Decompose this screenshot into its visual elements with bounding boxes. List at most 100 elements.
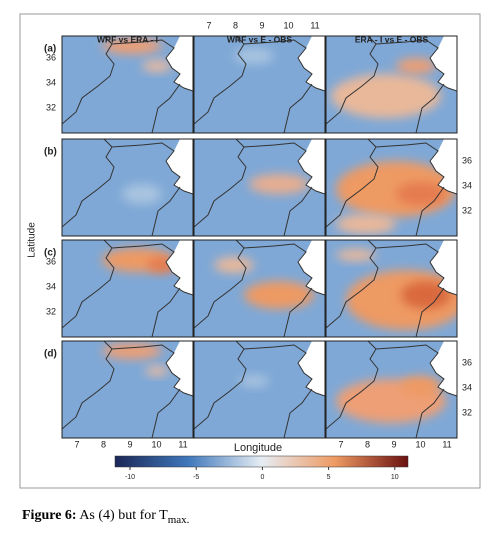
panel-frame xyxy=(193,239,326,338)
latitude-tick-label: 32 xyxy=(462,205,472,215)
latitude-tick-label: 34 xyxy=(462,382,472,392)
longitude-tick-label: 7 xyxy=(74,439,79,449)
latitude-tick-label: 32 xyxy=(462,407,472,417)
longitude-tick-label: 8 xyxy=(101,439,106,449)
anomaly-region xyxy=(239,375,269,387)
row-label: (d) xyxy=(44,349,57,360)
latitude-tick-label: 34 xyxy=(462,180,472,190)
coastline xyxy=(194,36,325,133)
longitude-tick-label: 10 xyxy=(415,439,425,449)
coastline xyxy=(326,139,457,236)
panel-frame xyxy=(61,340,194,439)
map-field xyxy=(62,240,193,337)
anomaly-region xyxy=(401,281,451,309)
map-field xyxy=(62,341,193,438)
anomaly-region xyxy=(249,174,309,194)
anomaly-region xyxy=(401,376,441,396)
panel-frame xyxy=(325,138,458,237)
coastline xyxy=(62,240,193,337)
x-axis-label: Longitude xyxy=(234,442,282,454)
longitude-tick-label: 10 xyxy=(283,20,293,30)
colorbar xyxy=(114,455,409,468)
map-field xyxy=(326,240,457,337)
map-panel xyxy=(61,35,194,134)
longitude-tick-label: 11 xyxy=(310,20,319,30)
map-panel xyxy=(193,35,326,134)
caption-label: Figure 6: xyxy=(22,508,77,523)
latitude-tick-label: 36 xyxy=(46,256,56,266)
latitude-tick-label: 32 xyxy=(46,306,56,316)
colorbar-tick-label: -5 xyxy=(193,474,199,481)
map-field xyxy=(62,139,193,236)
anomaly-region xyxy=(396,182,446,206)
map-field xyxy=(326,341,457,438)
coastline xyxy=(62,139,193,236)
colorbar-tick-label: 5 xyxy=(327,474,331,481)
longitude-tick-label: 9 xyxy=(391,439,396,449)
figure-frame xyxy=(19,13,481,489)
longitude-tick-label: 8 xyxy=(233,20,238,30)
panel-frame xyxy=(61,35,194,134)
longitude-tick-label: 10 xyxy=(151,439,161,449)
panel-frame xyxy=(193,138,326,237)
map-field xyxy=(326,139,457,236)
panel-frame xyxy=(325,239,458,338)
row-label: (c) xyxy=(44,248,56,259)
anomaly-region xyxy=(145,366,169,376)
coastline xyxy=(326,240,457,337)
anomaly-region xyxy=(122,184,162,204)
colorbar-tick-label: -10 xyxy=(125,474,135,481)
longitude-tick-label: 9 xyxy=(127,439,132,449)
map-panel xyxy=(193,340,326,439)
panel-frame xyxy=(61,239,194,338)
column-title: ERA - I vs E - OBS xyxy=(355,34,429,44)
column-title: WRF vs E - OBS xyxy=(227,34,293,44)
caption-subscript: max. xyxy=(168,514,190,526)
column-title: WRF vs ERA - I xyxy=(97,34,158,44)
latitude-tick-label: 36 xyxy=(462,155,472,165)
map-panel xyxy=(325,239,458,338)
map-panel xyxy=(325,138,458,237)
longitude-tick-label: 7 xyxy=(206,20,211,30)
coastline xyxy=(326,36,457,133)
coastline xyxy=(194,240,325,337)
anomaly-region xyxy=(214,257,254,273)
anomaly-region xyxy=(142,60,172,72)
latitude-tick-label: 36 xyxy=(462,357,472,367)
panel-frame xyxy=(193,340,326,439)
coastline xyxy=(194,341,325,438)
panel-frame xyxy=(325,35,458,134)
longitude-tick-label: 8 xyxy=(365,439,370,449)
map-field xyxy=(194,341,325,438)
longitude-tick-label: 11 xyxy=(442,439,451,449)
map-panel xyxy=(193,239,326,338)
anomaly-region xyxy=(336,249,376,261)
anomaly-region xyxy=(396,58,436,74)
anomaly-region xyxy=(331,74,441,118)
map-field xyxy=(326,36,457,133)
caption-text: As (4) but for T xyxy=(79,508,168,523)
anomaly-region xyxy=(234,48,274,64)
map-field xyxy=(194,36,325,133)
map-field xyxy=(62,36,193,133)
coastline xyxy=(62,36,193,133)
colorbar-tick-label: 10 xyxy=(391,474,399,481)
latitude-tick-label: 34 xyxy=(46,77,56,87)
map-panel xyxy=(325,340,458,439)
coastline xyxy=(62,341,193,438)
colorbar-tick-label: 0 xyxy=(260,474,264,481)
map-panel xyxy=(193,138,326,237)
longitude-tick-label: 7 xyxy=(338,439,343,449)
row-label: (b) xyxy=(44,147,57,158)
longitude-tick-label: 11 xyxy=(178,439,187,449)
map-panel xyxy=(61,138,194,237)
panel-frame xyxy=(325,340,458,439)
latitude-tick-label: 32 xyxy=(46,102,56,112)
map-panel xyxy=(61,239,194,338)
panel-frame xyxy=(61,138,194,237)
y-axis-label: Latitude xyxy=(27,222,38,258)
latitude-tick-label: 36 xyxy=(46,52,56,62)
caption: Figure 6: As (4) but for Tmax. xyxy=(22,508,190,525)
coastline xyxy=(326,341,457,438)
